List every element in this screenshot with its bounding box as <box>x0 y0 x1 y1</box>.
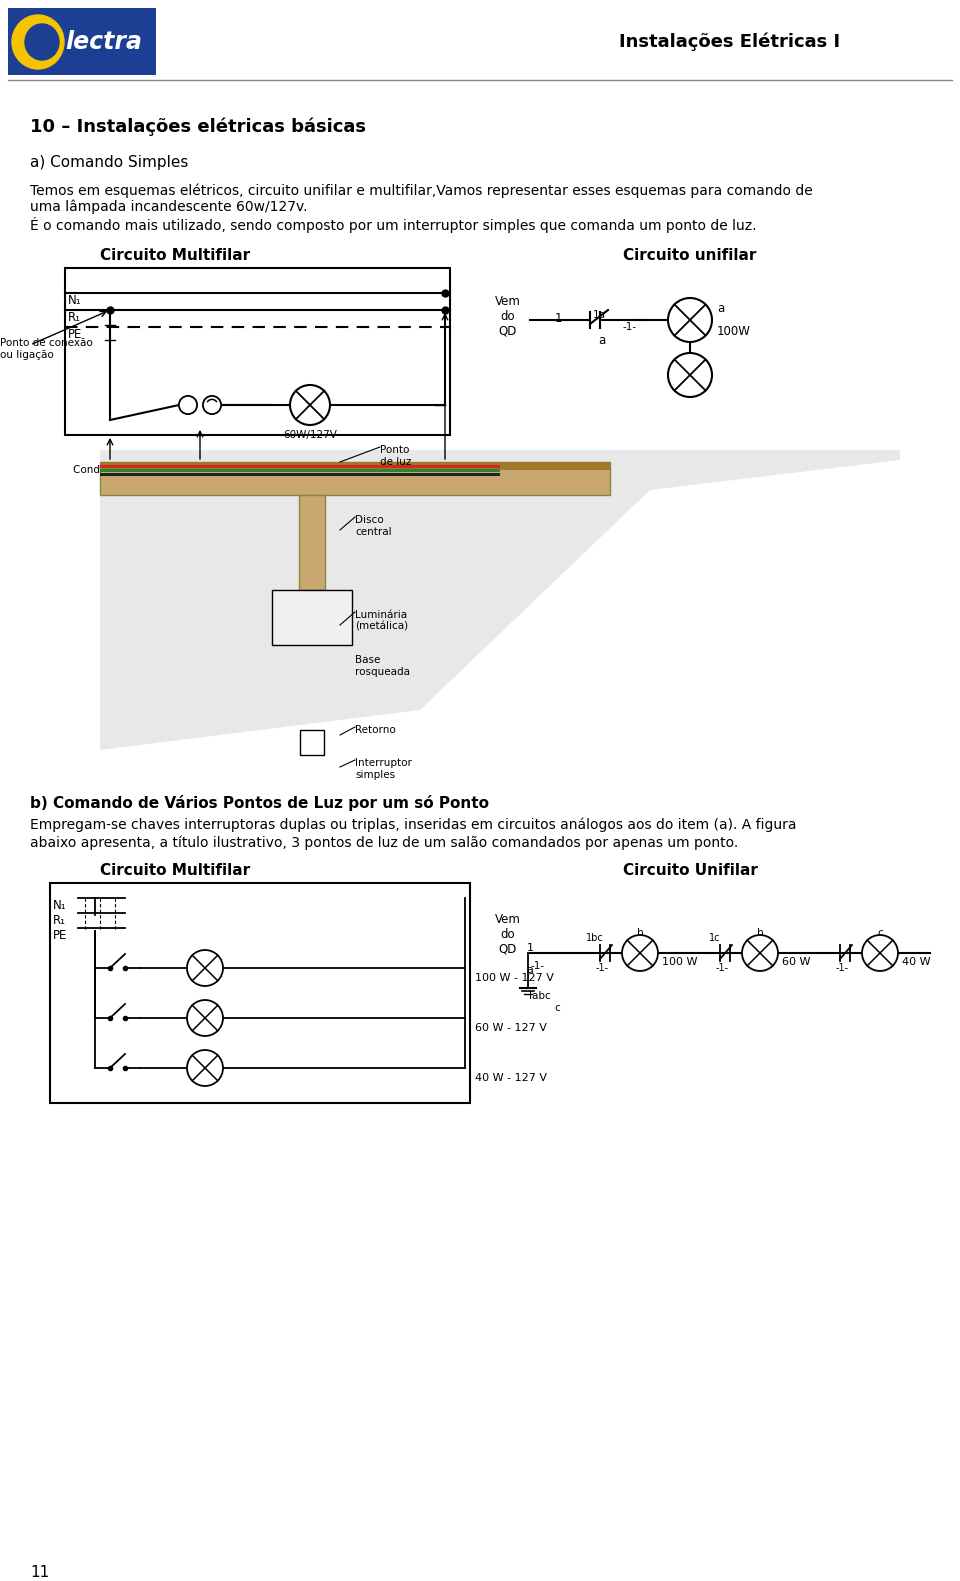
Bar <box>50 884 470 1104</box>
Text: Interruptor
simples: Interruptor simples <box>355 757 412 779</box>
Circle shape <box>668 353 712 397</box>
Text: Disco
central: Disco central <box>355 515 392 536</box>
Text: -1-: -1- <box>623 323 637 332</box>
Circle shape <box>187 950 223 987</box>
Text: PE: PE <box>68 327 83 341</box>
Text: c: c <box>554 1002 560 1013</box>
Text: Condutor fase: Condutor fase <box>73 465 147 474</box>
Text: 10 – Instalações elétricas básicas: 10 – Instalações elétricas básicas <box>30 119 366 136</box>
Text: É o comando mais utilizado, sendo composto por um interruptor simples que comand: É o comando mais utilizado, sendo compos… <box>30 217 756 232</box>
Circle shape <box>179 395 197 414</box>
Polygon shape <box>100 451 900 749</box>
Text: 100 W: 100 W <box>662 957 698 968</box>
Text: abaixo apresenta, a título ilustrativo, 3 pontos de luz de um salão comandados p: abaixo apresenta, a título ilustrativo, … <box>30 835 738 849</box>
Text: Condutor retorno: Condutor retorno <box>155 465 245 474</box>
Text: -1-: -1- <box>531 961 545 971</box>
Text: 1c: 1c <box>709 933 721 942</box>
Text: b: b <box>636 928 643 938</box>
Bar <box>299 495 325 590</box>
Text: Circuito Unifilar: Circuito Unifilar <box>623 863 757 877</box>
Text: 100 W - 127 V: 100 W - 127 V <box>475 972 554 983</box>
Text: -1-: -1- <box>595 963 609 972</box>
Text: 1a: 1a <box>593 310 606 319</box>
Text: 1bc: 1bc <box>587 933 604 942</box>
Text: 100W: 100W <box>717 326 751 338</box>
Text: 1: 1 <box>554 311 562 326</box>
Text: a) Comando Simples: a) Comando Simples <box>30 155 188 171</box>
Text: N₁: N₁ <box>53 900 66 912</box>
Text: a: a <box>527 964 534 975</box>
Text: 60W/127V: 60W/127V <box>283 430 337 440</box>
Text: lectra: lectra <box>65 30 142 54</box>
Text: c: c <box>877 928 883 938</box>
Text: Retorno: Retorno <box>355 726 396 735</box>
Bar <box>100 473 500 476</box>
Circle shape <box>187 1050 223 1086</box>
Text: labc: labc <box>529 991 551 1001</box>
Text: Temos em esquemas elétricos, circuito unifilar e multifilar,Vamos representar es: Temos em esquemas elétricos, circuito un… <box>30 183 813 198</box>
Text: Circuito Multifilar: Circuito Multifilar <box>100 248 250 262</box>
Text: e: e <box>25 41 36 55</box>
Text: R₁: R₁ <box>68 311 81 324</box>
Bar <box>65 269 450 435</box>
Text: Circuito unifilar: Circuito unifilar <box>623 248 756 262</box>
Text: Base
rosqueada: Base rosqueada <box>355 655 410 677</box>
Text: b: b <box>756 928 763 938</box>
Circle shape <box>290 386 330 425</box>
Text: a: a <box>717 302 724 315</box>
Text: Condutor neutro: Condutor neutro <box>402 465 488 474</box>
Circle shape <box>862 934 898 971</box>
Circle shape <box>187 1001 223 1036</box>
Text: Empregam-se chaves interruptoras duplas ou triplas, inseridas em circuitos análo: Empregam-se chaves interruptoras duplas … <box>30 817 797 833</box>
Text: Vem
do
QD: Vem do QD <box>495 296 521 338</box>
Text: Circuito Multifilar: Circuito Multifilar <box>100 863 250 877</box>
Ellipse shape <box>25 24 59 60</box>
Text: 60 W - 127 V: 60 W - 127 V <box>475 1023 547 1032</box>
Text: Ponto de conexão
ou ligação: Ponto de conexão ou ligação <box>0 338 93 359</box>
Bar <box>100 462 610 470</box>
Text: uma lâmpada incandescente 60w/127v.: uma lâmpada incandescente 60w/127v. <box>30 201 307 215</box>
Text: 1: 1 <box>526 942 534 953</box>
Circle shape <box>668 297 712 341</box>
Bar <box>100 465 500 468</box>
Text: b) Comando de Vários Pontos de Luz por um só Ponto: b) Comando de Vários Pontos de Luz por u… <box>30 795 489 811</box>
Text: 60 W: 60 W <box>782 957 810 968</box>
Text: a: a <box>598 334 605 346</box>
Bar <box>300 730 324 756</box>
Bar <box>100 462 610 495</box>
Ellipse shape <box>12 14 64 70</box>
Text: 40 W - 127 V: 40 W - 127 V <box>475 1073 547 1083</box>
Bar <box>8 8 156 74</box>
Text: Luminária
(metálica): Luminária (metálica) <box>355 610 408 631</box>
Text: -1-: -1- <box>835 963 849 972</box>
Text: 40 W: 40 W <box>902 957 930 968</box>
Text: PE: PE <box>53 930 67 942</box>
Bar <box>272 590 352 645</box>
Text: -1-: -1- <box>715 963 729 972</box>
Text: Vem
do
QD: Vem do QD <box>495 912 521 957</box>
Circle shape <box>203 395 221 414</box>
Text: N₁: N₁ <box>68 294 82 307</box>
Text: Ponto
de luz: Ponto de luz <box>380 444 412 466</box>
Text: R₁: R₁ <box>53 914 66 926</box>
Text: Instalações Elétricas I: Instalações Elétricas I <box>619 33 841 51</box>
Circle shape <box>742 934 778 971</box>
Circle shape <box>622 934 658 971</box>
Text: 11: 11 <box>30 1565 49 1579</box>
Bar <box>100 470 500 473</box>
